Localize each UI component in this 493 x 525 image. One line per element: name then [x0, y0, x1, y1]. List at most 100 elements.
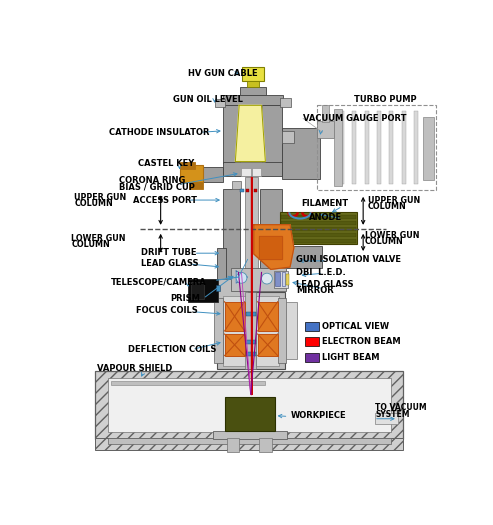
- Bar: [246, 312, 256, 316]
- Text: TURBO PUMP: TURBO PUMP: [354, 96, 417, 104]
- Bar: [282, 129, 320, 178]
- Text: WORKPIECE: WORKPIECE: [291, 411, 347, 420]
- Bar: [110, 381, 265, 385]
- Text: COLUMN: COLUMN: [365, 237, 403, 246]
- Bar: [107, 378, 391, 432]
- Text: LIGHT BEAM: LIGHT BEAM: [322, 353, 380, 362]
- Bar: [224, 334, 245, 355]
- Bar: [322, 106, 328, 122]
- Text: CATHODE INSULATOR: CATHODE INSULATOR: [109, 128, 210, 137]
- Bar: [240, 188, 244, 192]
- Text: LOWER GUN: LOWER GUN: [71, 234, 126, 243]
- Bar: [389, 111, 393, 184]
- Bar: [258, 334, 278, 355]
- Bar: [305, 322, 319, 331]
- Bar: [223, 296, 246, 365]
- Bar: [246, 352, 256, 355]
- Bar: [281, 233, 356, 237]
- Text: MIRROR: MIRROR: [296, 287, 334, 296]
- Bar: [95, 438, 403, 450]
- Bar: [282, 272, 285, 286]
- Bar: [423, 117, 434, 180]
- Text: CORONA RING: CORONA RING: [119, 176, 185, 185]
- Bar: [281, 215, 356, 218]
- Bar: [95, 371, 403, 439]
- Text: FILAMENT: FILAMENT: [302, 200, 349, 208]
- Bar: [246, 292, 256, 370]
- Text: TO VACUUM: TO VACUUM: [376, 403, 427, 413]
- Bar: [334, 109, 342, 186]
- Text: HV GUN CABLE: HV GUN CABLE: [188, 69, 258, 78]
- Text: FOCUS COILS: FOCUS COILS: [136, 307, 198, 316]
- Text: GUN OIL LEVEL: GUN OIL LEVEL: [173, 96, 243, 104]
- Polygon shape: [236, 271, 247, 283]
- Bar: [352, 111, 356, 184]
- Bar: [223, 188, 240, 350]
- Text: COLUMN: COLUMN: [368, 202, 407, 211]
- Bar: [259, 438, 272, 452]
- Bar: [224, 397, 276, 431]
- Bar: [280, 212, 357, 244]
- Polygon shape: [259, 236, 282, 259]
- Text: COLUMN: COLUMN: [74, 200, 113, 208]
- Bar: [232, 181, 242, 188]
- Circle shape: [236, 272, 247, 283]
- Bar: [247, 81, 259, 87]
- Text: DRIFT TUBE: DRIFT TUBE: [141, 248, 196, 257]
- Bar: [375, 413, 398, 424]
- Text: LEAD GLASS: LEAD GLASS: [141, 259, 198, 268]
- Text: UPPER GUN: UPPER GUN: [368, 195, 420, 205]
- Bar: [189, 182, 203, 190]
- Bar: [281, 239, 356, 243]
- Text: DEFLECTION COILS: DEFLECTION COILS: [128, 345, 217, 354]
- Bar: [305, 337, 319, 346]
- Bar: [202, 167, 223, 182]
- Bar: [340, 111, 344, 184]
- Text: GUN ISOLATION VALVE: GUN ISOLATION VALVE: [296, 255, 401, 264]
- Bar: [261, 106, 282, 163]
- Text: DBI  L.E.D.: DBI L.E.D.: [296, 268, 346, 277]
- Bar: [260, 246, 321, 268]
- Text: LEAD GLASS: LEAD GLASS: [296, 280, 353, 289]
- Text: PRISM: PRISM: [171, 294, 201, 303]
- Text: OPTICAL VIEW: OPTICAL VIEW: [322, 322, 389, 331]
- Bar: [188, 279, 217, 302]
- Bar: [213, 431, 287, 439]
- Bar: [214, 298, 223, 363]
- Text: SYSTEM: SYSTEM: [376, 410, 410, 418]
- Text: LOWER GUN: LOWER GUN: [365, 231, 419, 240]
- Bar: [281, 227, 356, 231]
- Bar: [242, 67, 264, 81]
- Bar: [231, 268, 286, 291]
- Polygon shape: [235, 106, 265, 162]
- Text: UPPER GUN: UPPER GUN: [74, 193, 127, 202]
- Text: TELESCOPE/CAMERA: TELESCOPE/CAMERA: [111, 277, 207, 286]
- Bar: [180, 162, 195, 169]
- Bar: [254, 188, 257, 192]
- Bar: [276, 272, 280, 286]
- Bar: [286, 302, 297, 360]
- Bar: [246, 188, 249, 192]
- Bar: [180, 165, 203, 182]
- Bar: [242, 169, 251, 176]
- Bar: [191, 282, 204, 299]
- Text: COLUMN: COLUMN: [71, 240, 110, 249]
- Bar: [223, 94, 283, 106]
- Bar: [214, 99, 225, 107]
- Bar: [246, 340, 256, 344]
- Bar: [227, 438, 239, 452]
- Bar: [256, 296, 279, 365]
- Bar: [260, 188, 282, 246]
- Bar: [402, 111, 406, 184]
- Bar: [258, 302, 278, 331]
- Text: BIAS / GRID CUP: BIAS / GRID CUP: [119, 183, 195, 192]
- Bar: [317, 121, 334, 138]
- Bar: [282, 131, 294, 143]
- Bar: [377, 111, 381, 184]
- Text: ANODE: ANODE: [309, 213, 342, 222]
- Bar: [223, 162, 282, 176]
- Bar: [251, 169, 261, 176]
- Bar: [280, 98, 291, 107]
- Bar: [224, 302, 245, 331]
- Bar: [317, 106, 436, 190]
